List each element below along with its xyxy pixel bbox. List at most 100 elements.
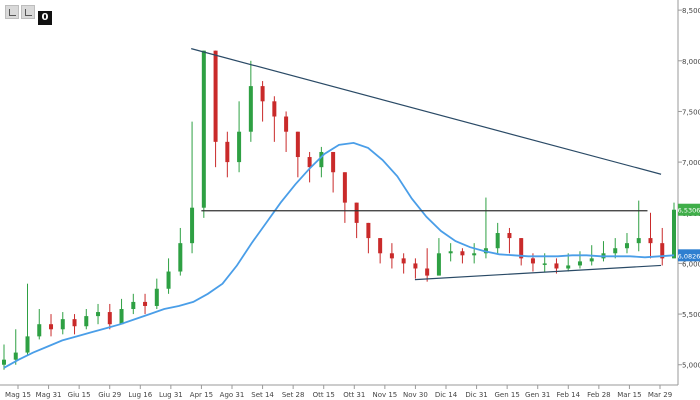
y-tick-label-3: 7,0000 [682, 159, 700, 167]
candle-body-49 [577, 261, 582, 266]
x-tick-label-13: Nov 30 [403, 391, 428, 399]
x-tick-label-19: Feb 28 [587, 391, 611, 399]
candle-body-48 [566, 265, 571, 269]
candle-body-16 [190, 207, 195, 244]
candle-body-54 [636, 238, 641, 244]
candle-body-11 [131, 301, 136, 310]
x-axis: Mag 15 Mag 31 Giu 15 Giu 29 Lug 16 Lug 31 Apr … [5, 385, 672, 399]
candle-body-45 [530, 258, 535, 264]
candle-body-31 [366, 222, 371, 239]
candle-body-30 [354, 202, 359, 223]
candle-body-46 [542, 263, 547, 265]
candle-body-8 [96, 312, 101, 317]
candle-body-43 [507, 233, 512, 239]
candle-body-24 [284, 116, 289, 132]
trendlines-group [191, 48, 662, 281]
candle-body-13 [154, 288, 159, 306]
candle-body-20 [237, 131, 242, 163]
candle-body-14 [166, 271, 171, 289]
x-tick-label-7: Ago 31 [220, 391, 245, 399]
candle-body-28 [331, 151, 336, 173]
x-tick-label-2: Giu 15 [68, 391, 91, 399]
y-tick-label-7: 5,0000 [682, 362, 700, 370]
price-badge-label-1: 6,0826 [678, 252, 700, 260]
candle-body-55 [648, 238, 653, 244]
candle-body-18 [213, 50, 218, 142]
candle-body-36 [425, 268, 430, 276]
candle-body-17 [201, 50, 206, 208]
x-tick-label-21: Mar 29 [648, 391, 672, 399]
candle-body-44 [519, 238, 524, 259]
x-tick-label-5: Lug 31 [159, 391, 183, 399]
candle-body-0 [2, 359, 6, 365]
candle-body-19 [225, 141, 230, 163]
candle-body-33 [389, 253, 394, 259]
x-tick-label-9: Set 28 [282, 391, 305, 399]
draw-icon[interactable] [21, 5, 35, 19]
candle-body-42 [495, 233, 500, 249]
candle-body-9 [107, 312, 112, 325]
candle-body-52 [613, 248, 618, 254]
candle-body-34 [401, 258, 406, 264]
candle-body-25 [295, 131, 300, 158]
x-tick-label-16: Gen 15 [494, 391, 519, 399]
candle-body-10 [119, 309, 124, 325]
candle-body-47 [554, 263, 559, 269]
candle-body-6 [72, 319, 77, 327]
x-tick-label-14: Dic 14 [435, 391, 458, 399]
candle-body-56 [660, 243, 665, 259]
candle-body-57 [672, 209, 676, 259]
candle-body-39 [460, 251, 465, 256]
candle-body-50 [589, 258, 594, 262]
candle-body-5 [60, 319, 65, 330]
badge-zero: 0 [38, 11, 52, 25]
x-tick-label-1: Mag 31 [36, 391, 62, 399]
trendline-upper [191, 48, 662, 175]
x-tick-label-11: Ott 31 [343, 391, 365, 399]
y-tick-label-0: 8,5000 [682, 7, 700, 15]
candle-body-29 [342, 172, 347, 203]
x-tick-label-15: Dic 31 [465, 391, 487, 399]
candle-body-27 [319, 151, 324, 168]
candle-body-37 [436, 253, 441, 276]
y-tick-label-6: 5,5000 [682, 311, 700, 319]
candle-body-38 [448, 251, 453, 254]
price-badge-0 [678, 203, 700, 216]
x-tick-label-17: Gen 31 [525, 391, 550, 399]
candle-body-23 [272, 101, 277, 117]
candle-body-1 [13, 352, 18, 360]
candle-body-21 [248, 86, 253, 132]
x-tick-label-8: Set 14 [251, 391, 274, 399]
candle-body-7 [84, 316, 89, 327]
x-tick-label-10: Ott 15 [313, 391, 335, 399]
y-tick-label-5: 6,0000 [682, 260, 700, 268]
candle-body-26 [307, 157, 312, 168]
y-axis: 8,50008,00007,50007,00006,50006,00005,50… [678, 7, 700, 370]
candle-body-22 [260, 86, 265, 102]
candles-group [2, 50, 676, 370]
moving-average-group [3, 141, 675, 369]
crosshair-icon[interactable] [5, 5, 19, 19]
x-tick-label-3: Giu 29 [98, 391, 121, 399]
candle-body-35 [413, 263, 418, 269]
price-badge-1 [678, 249, 700, 262]
x-tick-label-12: Nov 15 [372, 391, 397, 399]
price-badge-label-0: 6,5306 [678, 207, 700, 215]
candle-body-32 [378, 238, 383, 254]
x-tick-label-0: Mag 15 [5, 391, 31, 399]
candle-body-3 [37, 324, 42, 337]
x-tick-label-18: Feb 14 [557, 391, 581, 399]
x-tick-label-6: Apr 15 [190, 391, 213, 399]
y-tick-label-2: 7,5000 [682, 108, 700, 116]
price-badges: 6,5306 6,0826 [678, 203, 700, 262]
x-tick-label-4: Lug 16 [128, 391, 152, 399]
y-tick-label-1: 8,0000 [682, 58, 700, 66]
candle-body-53 [624, 243, 629, 249]
candle-body-4 [49, 324, 54, 330]
candle-body-12 [143, 301, 148, 306]
candle-body-40 [472, 253, 477, 256]
candle-body-15 [178, 243, 183, 272]
x-tick-label-20: Mar 15 [617, 391, 641, 399]
trendline-lower [414, 264, 662, 281]
